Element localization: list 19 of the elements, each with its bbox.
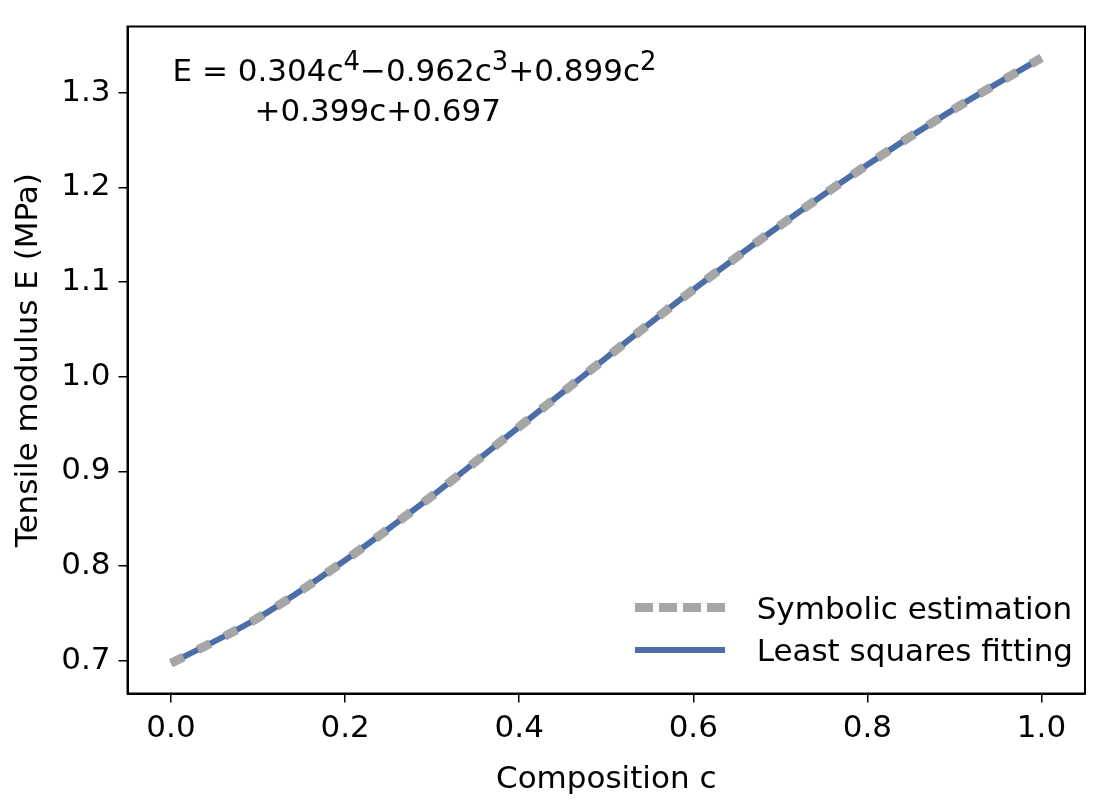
y-tick-label: 1.3	[61, 71, 111, 108]
annotation: +0.399c+0.697	[253, 90, 502, 130]
y-tick-label: 0.8	[61, 544, 111, 581]
x-tick-label: 0.6	[668, 708, 718, 745]
x-tick-label: 0.0	[146, 708, 196, 745]
annotation: E = 0.304c$^{4}$−0.962c$^{3}$+0.899c$^{2}$	[172, 44, 657, 90]
y-tick-label: 0.7	[61, 639, 111, 676]
y-tick-label: 0.9	[61, 450, 111, 487]
x-tick-label: 0.4	[494, 708, 544, 745]
y-tick-label: 1.1	[61, 261, 111, 298]
x-axis-title: Composition c	[496, 759, 717, 796]
y-tick-label: 1.0	[61, 355, 111, 392]
legend-label: Least squares fitting	[756, 631, 1073, 668]
y-tick-label: 1.2	[61, 166, 111, 203]
x-tick-label: 1.0	[1016, 708, 1067, 745]
x-tick-label: 0.2	[320, 708, 370, 745]
legend-label: Symbolic estimation	[756, 589, 1073, 626]
y-axis-title: Tensile modulus E (MPa)	[7, 173, 44, 549]
x-tick-label: 0.8	[842, 708, 893, 745]
